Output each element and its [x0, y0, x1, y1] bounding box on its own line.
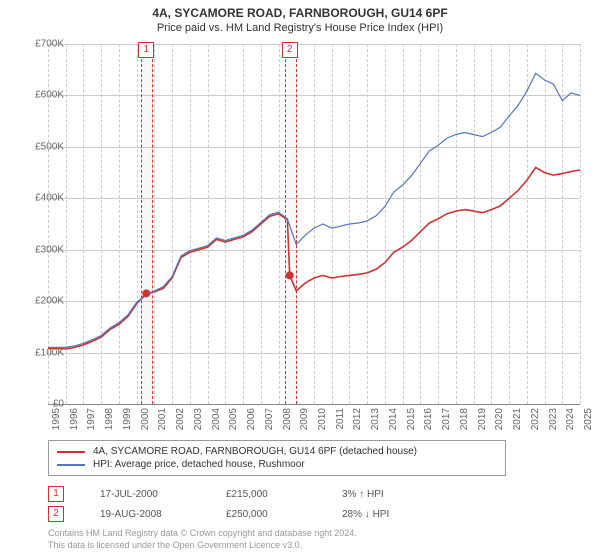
x-axis-label: 2009 [299, 408, 310, 430]
x-axis-label: 2002 [175, 408, 186, 430]
legend-label: HPI: Average price, detached house, Rush… [93, 459, 305, 470]
footer-attribution: Contains HM Land Registry data © Crown c… [48, 528, 357, 551]
x-axis-label: 2008 [282, 408, 293, 430]
sales-table: 1 17-JUL-2000 £215,000 3% ↑ HPI 2 19-AUG-2008… [48, 484, 432, 524]
x-axis-label: 2010 [317, 408, 328, 430]
sale-date: 19-AUG-2008 [100, 509, 190, 520]
legend-label: 4A, SYCAMORE ROAD, FARNBOROUGH, GU14 6PF… [93, 446, 417, 457]
chart-title: 4A, SYCAMORE ROAD, FARNBOROUGH, GU14 6PF [0, 0, 600, 20]
x-axis-label: 2019 [477, 408, 488, 430]
series-line-hpi [48, 73, 580, 347]
legend-swatch [57, 464, 85, 466]
x-axis-label: 2003 [193, 408, 204, 430]
sale-date: 17-JUL-2000 [100, 489, 190, 500]
x-axis-label: 2004 [211, 408, 222, 430]
sale-price: £215,000 [226, 489, 306, 500]
y-axis-label: £100K [20, 347, 64, 358]
x-axis-label: 2022 [530, 408, 541, 430]
x-axis-label: 2017 [441, 408, 452, 430]
chart-subtitle: Price paid vs. HM Land Registry's House … [0, 20, 600, 38]
sale-marker: 1 [48, 486, 64, 502]
sale-hpi-diff: 28% ↓ HPI [342, 509, 432, 520]
x-axis-label: 1996 [69, 408, 80, 430]
footer-line-2: This data is licensed under the Open Gov… [48, 540, 357, 552]
legend-swatch [57, 451, 85, 453]
x-axis-label: 2011 [335, 408, 346, 430]
x-axis-label: 1995 [51, 408, 62, 430]
x-axis-label: 2013 [370, 408, 381, 430]
x-axis-label: 2015 [406, 408, 417, 430]
y-axis-label: £400K [20, 193, 64, 204]
x-axis-label: 2018 [459, 408, 470, 430]
legend: 4A, SYCAMORE ROAD, FARNBOROUGH, GU14 6PF… [48, 440, 506, 476]
x-axis-label: 2025 [583, 408, 594, 430]
x-axis-label: 2005 [228, 408, 239, 430]
legend-item: 4A, SYCAMORE ROAD, FARNBOROUGH, GU14 6PF… [57, 445, 497, 458]
x-axis-label: 2001 [157, 408, 168, 430]
chart-plot-area: 12 [48, 44, 580, 404]
sale-row: 1 17-JUL-2000 £215,000 3% ↑ HPI [48, 484, 432, 504]
x-axis-label: 2023 [548, 408, 559, 430]
y-axis-label: £300K [20, 244, 64, 255]
y-axis-label: £500K [20, 141, 64, 152]
sale-dot [286, 271, 294, 279]
y-axis-label: £700K [20, 39, 64, 50]
x-axis-label: 2006 [246, 408, 257, 430]
x-axis-label: 2007 [264, 408, 275, 430]
x-axis-label: 1999 [122, 408, 133, 430]
sale-dot [142, 289, 150, 297]
sale-row: 2 19-AUG-2008 £250,000 28% ↓ HPI [48, 504, 432, 524]
x-axis-label: 2020 [494, 408, 505, 430]
x-axis-label: 1998 [104, 408, 115, 430]
x-axis-label: 2014 [388, 408, 399, 430]
y-axis-label: £600K [20, 90, 64, 101]
footer-line-1: Contains HM Land Registry data © Crown c… [48, 528, 357, 540]
x-axis-label: 2000 [140, 408, 151, 430]
x-axis-label: 2021 [512, 408, 523, 430]
series-line-subject [48, 167, 580, 349]
gridline-horizontal [48, 404, 580, 405]
y-axis-label: £200K [20, 296, 64, 307]
x-axis-label: 2012 [352, 408, 363, 430]
x-axis-label: 2016 [423, 408, 434, 430]
sale-price: £250,000 [226, 509, 306, 520]
sale-hpi-diff: 3% ↑ HPI [342, 489, 432, 500]
x-axis-label: 1997 [86, 408, 97, 430]
x-axis-label: 2024 [565, 408, 576, 430]
sale-marker: 2 [48, 506, 64, 522]
legend-item: HPI: Average price, detached house, Rush… [57, 458, 497, 471]
gridline-vertical [580, 44, 581, 404]
